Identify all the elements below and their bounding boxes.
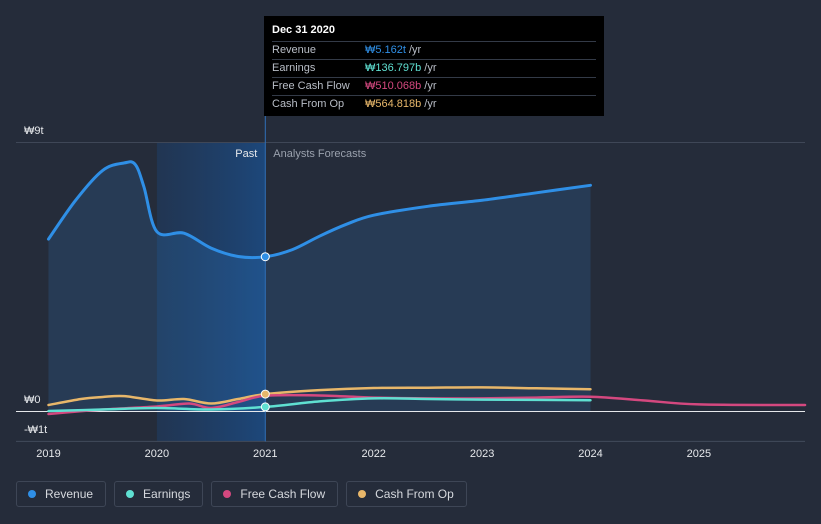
tooltip-label: Earnings [272, 62, 316, 74]
tooltip-unit: /yr [408, 44, 422, 56]
series-line-cash-from-op [47, 386, 592, 407]
free-cash-flow-dot-icon [223, 490, 232, 498]
series-line-earnings [47, 397, 592, 413]
past-label: Past [235, 148, 257, 160]
tooltip-unit: /yr [424, 62, 437, 74]
chart-legend: Revenue Earnings Free Cash Flow Cash Fro… [16, 481, 467, 507]
tooltip-unit: /yr [424, 80, 437, 92]
tooltip-row-revenue: Revenue ₩5.162t /yr [272, 41, 596, 59]
x-tick-label: 2020 [145, 448, 169, 460]
forecast-label: Analysts Forecasts [273, 148, 366, 160]
legend-item-revenue[interactable]: Revenue [16, 481, 107, 507]
x-tick-label: 2022 [361, 448, 385, 460]
data-tooltip: Dec 31 2020 Revenue ₩5.162t /yr Earnings… [264, 16, 604, 116]
tooltip-label: Free Cash Flow [272, 80, 350, 92]
marker-earnings [260, 402, 270, 412]
series-line-free-cash-flow [47, 393, 807, 416]
tooltip-value: ₩136.797b [365, 62, 422, 74]
legend-item-cash-from-op[interactable]: Cash From Op [346, 481, 467, 507]
tooltip-row-free-cash-flow: Free Cash Flow ₩510.068b /yr [272, 77, 596, 95]
series-line-revenue [47, 160, 592, 260]
cash-from-op-dot-icon [358, 490, 367, 498]
y-tick-label: ₩9t [24, 125, 44, 137]
x-tick-label: 2025 [687, 448, 711, 460]
revenue-area [48, 161, 591, 411]
x-tick-label: 2019 [36, 448, 60, 460]
x-tick-label: 2024 [578, 448, 602, 460]
x-tick-label: 2021 [253, 448, 277, 460]
legend-item-free-cash-flow[interactable]: Free Cash Flow [211, 481, 339, 507]
marker-revenue [260, 252, 270, 262]
tooltip-label: Revenue [272, 44, 317, 56]
past-highlight-band [156, 142, 266, 442]
y-tick-label: -₩1t [24, 424, 47, 436]
tooltip-date: Dec 31 2020 [272, 24, 335, 36]
tooltip-unit: /yr [424, 98, 437, 110]
legend-label: Free Cash Flow [240, 487, 326, 501]
legend-label: Revenue [45, 487, 94, 501]
tooltip-row-earnings: Earnings ₩136.797b /yr [272, 59, 596, 77]
tooltip-value: ₩5.162t [365, 44, 406, 56]
tooltip-label: Cash From Op [272, 98, 345, 110]
legend-item-earnings[interactable]: Earnings [114, 481, 204, 507]
y-tick-label: ₩0 [24, 394, 41, 406]
earnings-dot-icon [126, 490, 135, 498]
legend-label: Earnings [143, 487, 191, 501]
legend-label: Cash From Op [375, 487, 454, 501]
revenue-dot-icon [28, 490, 36, 498]
tooltip-row-cash-from-op: Cash From Op ₩564.818b /yr [272, 95, 596, 113]
x-tick-label: 2023 [470, 448, 494, 460]
tooltip-value: ₩564.818b [365, 98, 422, 110]
tooltip-value: ₩510.068b [365, 80, 422, 92]
marker-cash-from-op [260, 389, 270, 399]
